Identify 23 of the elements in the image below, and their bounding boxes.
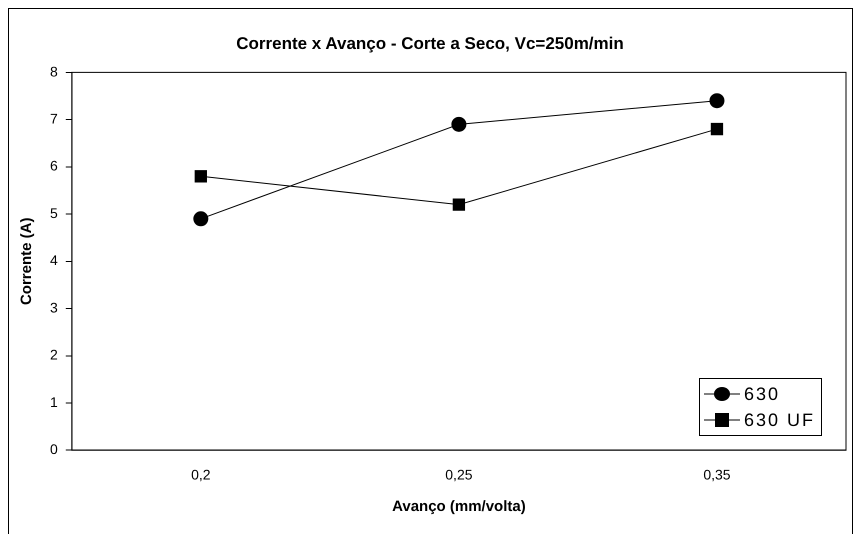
x-tick-label: 0,35 — [703, 466, 731, 482]
point — [451, 116, 466, 132]
y-tick-label: 0 — [50, 441, 58, 458]
point — [194, 170, 207, 182]
legend-label: 630 — [744, 384, 780, 405]
y-tick-label: 4 — [50, 252, 58, 268]
y-tick-label: 7 — [50, 110, 58, 126]
y-tick-label: 5 — [50, 204, 58, 221]
point — [452, 198, 466, 211]
y-tick-label: 2 — [50, 346, 58, 363]
y-axis-title: Corrente (A) — [18, 218, 36, 306]
point — [193, 211, 208, 226]
y-tick-label: 6 — [50, 158, 58, 174]
x-tick-label: 0,25 — [445, 466, 473, 482]
y-tick-label: 1 — [50, 394, 58, 410]
chart-title: Corrente x Avanço - Corte a Seco, Vc=250m/min — [236, 34, 624, 53]
point — [709, 93, 724, 108]
legend-label: 630 UF — [744, 410, 816, 431]
point — [710, 122, 724, 136]
y-tick-label: 3 — [50, 299, 58, 316]
y-tick-label: 8 — [50, 63, 58, 80]
x-tick-label: 0,2 — [191, 466, 211, 482]
x-axis-title: Avanço (mm/volta) — [392, 498, 526, 516]
